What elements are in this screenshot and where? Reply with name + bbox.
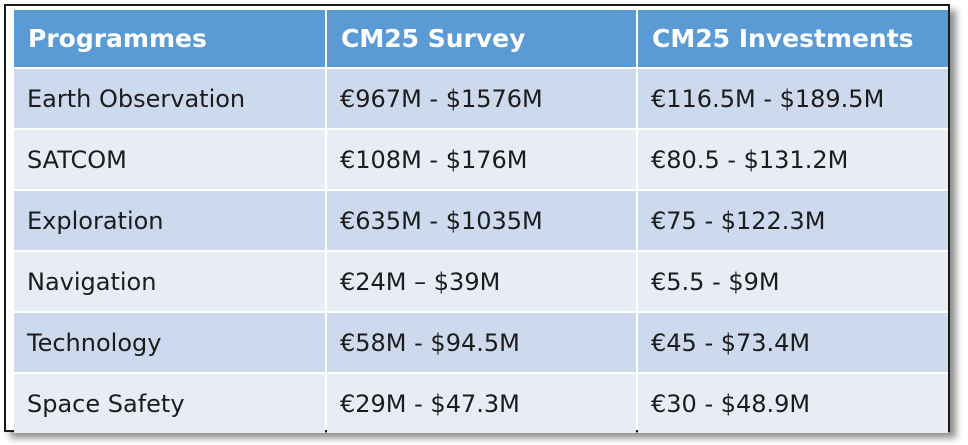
header-row: Programmes CM25 Survey CM25 Investments <box>14 10 948 67</box>
cell-programme: Space Safety <box>14 374 325 433</box>
cell-survey: €29M - $47.3M <box>327 374 636 433</box>
cell-programme: Navigation <box>14 252 325 311</box>
table-row: Technology €58M - $94.5M €45 - $73.4M <box>14 313 948 372</box>
table-row: Exploration €635M - $1035M €75 - $122.3M <box>14 191 948 250</box>
header-programmes: Programmes <box>14 10 325 67</box>
cell-survey: €58M - $94.5M <box>327 313 636 372</box>
table-row: SATCOM €108M - $176M €80.5 - $131.2M <box>14 130 948 189</box>
cell-programme: Exploration <box>14 191 325 250</box>
header-cm25-survey: CM25 Survey <box>327 10 636 67</box>
table-frame: Programmes CM25 Survey CM25 Investments … <box>4 4 950 435</box>
cell-investments: €80.5 - $131.2M <box>638 130 948 189</box>
cell-investments: €5.5 - $9M <box>638 252 948 311</box>
cell-investments: €75 - $122.3M <box>638 191 948 250</box>
header-cm25-investments: CM25 Investments <box>638 10 948 67</box>
table-row: Earth Observation €967M - $1576M €116.5M… <box>14 69 948 128</box>
table-row: Navigation €24M – $39M €5.5 - $9M <box>14 252 948 311</box>
cell-investments: €30 - $48.9M <box>638 374 948 433</box>
cell-investments: €45 - $73.4M <box>638 313 948 372</box>
cell-programme: Technology <box>14 313 325 372</box>
cell-survey: €967M - $1576M <box>327 69 636 128</box>
cell-survey: €635M - $1035M <box>327 191 636 250</box>
cell-programme: SATCOM <box>14 130 325 189</box>
cell-survey: €24M – $39M <box>327 252 636 311</box>
table-row: Space Safety €29M - $47.3M €30 - $48.9M <box>14 374 948 433</box>
cell-programme: Earth Observation <box>14 69 325 128</box>
cell-survey: €108M - $176M <box>327 130 636 189</box>
cell-investments: €116.5M - $189.5M <box>638 69 948 128</box>
programmes-table: Programmes CM25 Survey CM25 Investments … <box>12 8 950 435</box>
